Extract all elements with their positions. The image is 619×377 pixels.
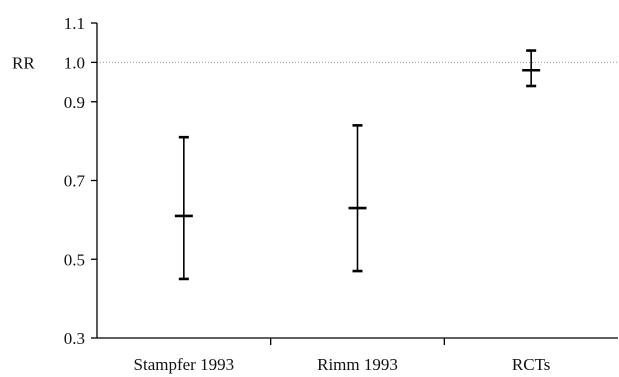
y-axis-ticks: 0.3 0.5 0.7 0.9 1.0 1.1 xyxy=(64,14,97,348)
error-bars xyxy=(174,49,541,281)
category-label-2: RCTs xyxy=(512,355,551,374)
y-tick-label-5: 1.1 xyxy=(64,14,85,33)
error-bar-1 xyxy=(348,124,367,273)
y-tick-label-3: 0.9 xyxy=(64,93,85,112)
category-labels: Stampfer 1993 Rimm 1993 RCTs xyxy=(134,355,551,374)
y-tick-label-4: 1.0 xyxy=(64,53,85,72)
plot-area: 0.3 0.5 0.7 0.9 1.0 1.1 Stampfer 1993 Rimm 199… xyxy=(12,14,618,374)
y-axis-label: RR xyxy=(12,53,35,72)
y-tick-label-2: 0.7 xyxy=(64,172,86,191)
category-label-0: Stampfer 1993 xyxy=(134,355,235,374)
y-tick-label-0: 0.3 xyxy=(64,329,85,348)
x-axis-ticks xyxy=(270,338,445,345)
y-tick-label-1: 0.5 xyxy=(64,250,85,269)
error-bar-0 xyxy=(174,135,193,281)
category-label-1: Rimm 1993 xyxy=(317,355,398,374)
error-bar-2 xyxy=(522,49,541,88)
